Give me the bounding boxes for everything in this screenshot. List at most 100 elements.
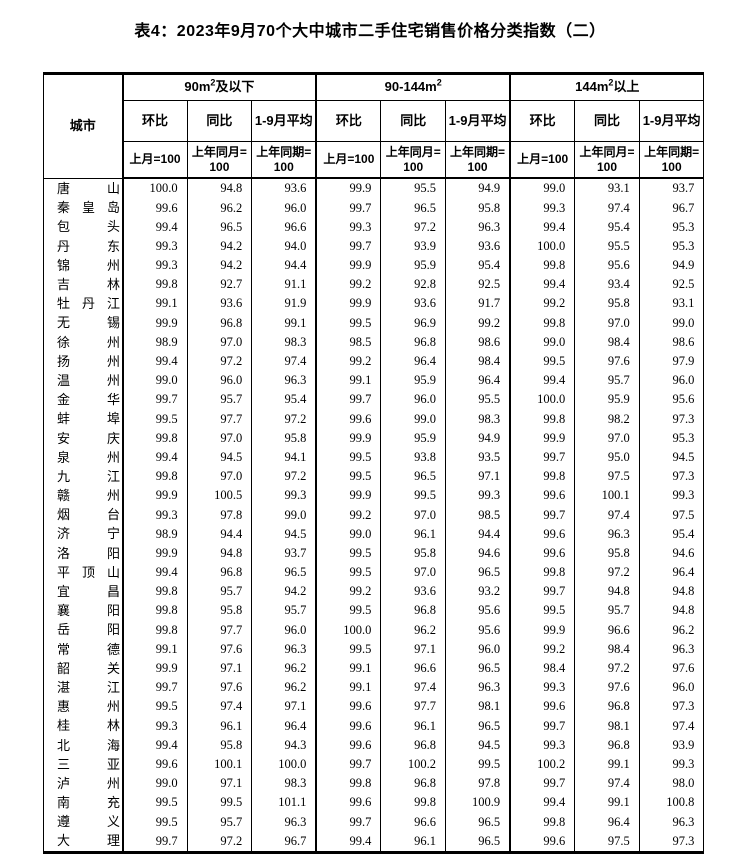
- index-value-cell: 95.4: [251, 390, 317, 410]
- index-value-cell: 96.1: [380, 524, 446, 544]
- index-value-cell: 97.0: [574, 313, 640, 333]
- city-name: 吉林: [57, 277, 120, 293]
- index-value-cell: 96.4: [638, 562, 704, 582]
- index-value-cell: 99.4: [121, 217, 188, 237]
- city-name: 岳阳: [57, 622, 120, 638]
- index-value-cell: 99.5: [445, 754, 511, 774]
- index-value-cell: 99.5: [121, 793, 188, 813]
- table-row: 唐山 100.0 94.8 93.6 99.9 95.5 94.9 99.0 93.1 93.7: [44, 178, 704, 199]
- table-row: 泸州 99.0 97.1 98.3 99.8 96.8 97.8 99.7 97.4 98.0: [44, 773, 704, 793]
- table-row: 锦州 99.3 94.2 94.4 99.9 95.9 95.4 99.8 95.6 94.9: [44, 255, 704, 275]
- index-value-cell: 99.4: [509, 217, 575, 237]
- table-row: 宜昌 99.8 95.7 94.2 99.2 93.6 93.2 99.7 94.8 94.8: [44, 581, 704, 602]
- index-value-cell: 96.8: [380, 332, 446, 352]
- index-value-cell: 98.2: [574, 409, 640, 429]
- index-value-cell: 97.4: [638, 716, 704, 736]
- index-value-cell: 93.2: [445, 581, 511, 602]
- index-value-cell: 99.2: [315, 505, 381, 525]
- index-value-cell: 93.8: [380, 447, 446, 467]
- page-title: 表4：2023年9月70个大中城市二手住宅销售价格分类指数（二）: [134, 23, 606, 40]
- index-value-cell: 97.1: [186, 773, 252, 793]
- index-value-cell: 96.4: [380, 351, 446, 371]
- table-row: 徐州 98.9 97.0 98.3 98.5 96.8 98.6 99.0 98.4 98.6: [44, 332, 704, 352]
- index-value-cell: 96.4: [251, 716, 317, 736]
- col-header-measure: 同比: [380, 100, 446, 142]
- index-value-cell: 100.2: [509, 754, 575, 774]
- index-value-cell: 93.6: [380, 294, 446, 314]
- index-value-cell: 99.5: [315, 562, 381, 582]
- index-value-cell: 96.8: [574, 735, 640, 755]
- index-value-cell: 99.7: [121, 677, 188, 698]
- index-value-cell: 99.7: [509, 581, 575, 602]
- index-value-cell: 99.5: [315, 447, 381, 467]
- city-name: 包头: [57, 219, 120, 235]
- index-value-cell: 99.4: [315, 831, 381, 853]
- index-value-cell: 99.4: [121, 351, 188, 371]
- index-value-cell: 94.4: [445, 524, 511, 544]
- index-value-cell: 99.9: [121, 543, 188, 563]
- index-value-cell: 96.0: [251, 620, 317, 640]
- table-row: 金华 99.7 95.7 95.4 99.7 96.0 95.5 100.0 95.9 95.6: [44, 390, 704, 410]
- index-value-cell: 99.7: [315, 390, 381, 410]
- index-value-cell: 99.7: [509, 773, 575, 793]
- index-value-cell: 99.3: [121, 255, 188, 275]
- index-value-cell: 99.9: [315, 428, 381, 448]
- city-name: 安庆: [57, 430, 120, 446]
- index-value-cell: 93.6: [380, 581, 446, 602]
- index-value-cell: 97.0: [574, 428, 640, 448]
- index-value-cell: 96.8: [380, 601, 446, 621]
- index-value-cell: 99.3: [638, 486, 704, 506]
- index-value-cell: 95.8: [186, 735, 252, 755]
- table-row: 洛阳 99.9 94.8 93.7 99.5 95.8 94.6 99.6 95.8 94.6: [44, 543, 704, 563]
- table-row: 秦皇岛 99.6 96.2 96.0 99.7 96.5 95.8 99.3 97.4 96.7: [44, 198, 704, 218]
- index-value-cell: 94.4: [251, 255, 317, 275]
- table-row: 泉州 99.4 94.5 94.1 99.5 93.8 93.5 99.7 95.0 94.5: [44, 447, 704, 467]
- index-value-cell: 93.1: [574, 178, 640, 199]
- index-value-cell: 96.0: [638, 370, 704, 391]
- index-value-cell: 99.4: [121, 735, 188, 755]
- table-row: 济宁 98.9 94.4 94.5 99.0 96.1 94.4 99.6 96.3 95.4: [44, 524, 704, 544]
- city-name: 南充: [57, 795, 120, 811]
- col-header-measure: 1-9月平均: [445, 100, 511, 142]
- index-value-cell: 99.8: [509, 562, 575, 582]
- index-value-cell: 99.9: [509, 428, 575, 448]
- index-value-cell: 99.5: [315, 466, 381, 486]
- index-value-cell: 97.4: [186, 697, 252, 717]
- index-value-cell: 97.8: [186, 505, 252, 525]
- index-value-cell: 95.3: [638, 428, 704, 448]
- index-value-cell: 96.8: [186, 313, 252, 333]
- index-value-cell: 97.4: [574, 505, 640, 525]
- index-value-cell: 100.1: [574, 486, 640, 506]
- index-value-cell: 94.9: [638, 255, 704, 275]
- index-value-cell: 99.2: [509, 294, 575, 314]
- index-value-cell: 93.4: [574, 274, 640, 295]
- index-value-cell: 96.1: [380, 831, 446, 853]
- index-value-cell: 98.6: [445, 332, 511, 352]
- index-value-cell: 99.7: [315, 198, 381, 218]
- index-value-cell: 99.8: [509, 313, 575, 333]
- index-value-cell: 95.9: [380, 428, 446, 448]
- index-value-cell: 96.5: [186, 217, 252, 237]
- index-value-cell: 96.3: [574, 524, 640, 544]
- index-value-cell: 99.5: [315, 313, 381, 333]
- city-name: 唐山: [57, 180, 120, 196]
- index-value-cell: 97.0: [380, 505, 446, 525]
- index-value-cell: 95.9: [380, 255, 446, 275]
- col-header-measure: 环比: [121, 100, 188, 142]
- index-value-cell: 96.7: [638, 198, 704, 218]
- index-value-cell: 97.2: [380, 217, 446, 237]
- index-value-cell: 98.3: [445, 409, 511, 429]
- index-value-cell: 94.8: [638, 581, 704, 602]
- city-name: 桂林: [57, 718, 120, 734]
- header-row-groups: 城市 90m2及以下 90-144m2 144m2以上: [43, 73, 704, 179]
- index-value-cell: 96.6: [380, 812, 446, 832]
- index-value-cell: 99.1: [121, 294, 188, 314]
- index-value-cell: 96.4: [574, 812, 640, 832]
- table-row: 湛江 99.7 97.6 96.2 99.1 97.4 96.3 99.3 97.6 96.0: [44, 677, 704, 698]
- index-value-cell: 99.5: [315, 639, 381, 659]
- city-name: 三亚: [57, 756, 120, 772]
- index-value-cell: 97.1: [380, 639, 446, 659]
- index-value-cell: 97.1: [445, 466, 511, 486]
- table-body: 唐山 100.0 94.8 93.6 99.9 95.5 94.9 99.0 93.1 93.7…: [44, 178, 704, 853]
- index-value-cell: 93.6: [186, 294, 252, 314]
